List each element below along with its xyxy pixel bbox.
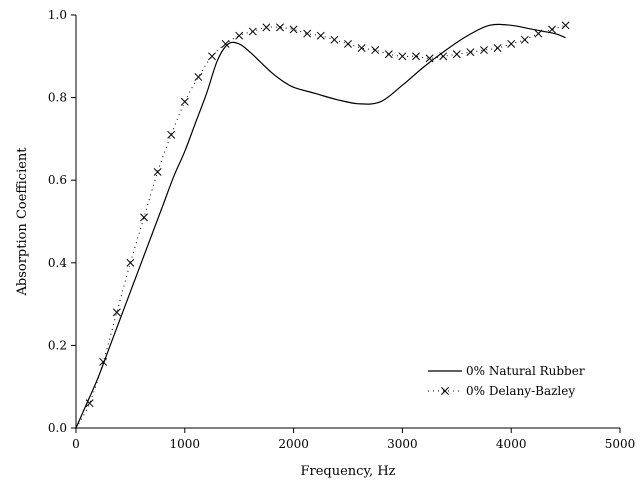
data-point-delany-bazley xyxy=(140,213,148,222)
data-point-delany-bazley xyxy=(412,52,420,61)
data-point-delany-bazley xyxy=(548,25,556,34)
data-point-delany-bazley xyxy=(561,21,570,30)
y-tick-label: 0.6 xyxy=(48,173,67,187)
x-tick-label: 3000 xyxy=(387,437,418,451)
y-tick-label: 0.0 xyxy=(48,421,67,435)
x-tick-label: 1000 xyxy=(170,437,201,451)
data-point-delany-bazley xyxy=(99,357,108,366)
data-point-delany-bazley xyxy=(466,48,475,57)
y-tick-label: 1.0 xyxy=(48,8,67,22)
data-point-delany-bazley xyxy=(221,39,230,48)
x-tick-label: 5000 xyxy=(605,437,636,451)
y-ticks: 0.0 0.2 0.4 0.6 0.8 1.0 xyxy=(48,8,76,435)
legend-marker-delany-bazley xyxy=(441,387,449,395)
data-point-delany-bazley xyxy=(425,54,434,63)
data-point-delany-bazley xyxy=(126,258,135,267)
y-axis-title: Absorption Coefficient xyxy=(15,147,30,297)
y-tick-label: 0.2 xyxy=(48,338,67,352)
data-point-delany-bazley xyxy=(384,50,393,59)
legend: 0% Natural Rubber 0% Delany-Bazley xyxy=(428,364,585,398)
data-point-delany-bazley xyxy=(194,72,203,81)
data-point-delany-bazley xyxy=(289,25,298,34)
data-point-delany-bazley xyxy=(480,46,488,55)
y-tick-label: 0.8 xyxy=(48,91,67,105)
data-point-delany-bazley xyxy=(398,52,407,61)
x-tick-label: 2000 xyxy=(278,437,309,451)
series-layer xyxy=(75,21,570,429)
data-point-delany-bazley xyxy=(534,29,543,38)
data-point-delany-bazley xyxy=(262,23,271,32)
data-point-delany-bazley xyxy=(520,35,529,44)
data-point-delany-bazley xyxy=(167,130,176,139)
x-ticks: 0 1000 2000 3000 4000 5000 xyxy=(72,428,635,451)
data-point-delany-bazley xyxy=(208,52,216,61)
data-point-delany-bazley xyxy=(439,52,448,61)
legend-label-natural-rubber: 0% Natural Rubber xyxy=(466,364,585,378)
data-point-delany-bazley xyxy=(316,31,325,40)
x-tick-label: 0 xyxy=(72,437,80,451)
data-point-delany-bazley xyxy=(180,97,189,106)
data-point-delany-bazley xyxy=(371,46,380,55)
data-point-delany-bazley xyxy=(235,31,244,40)
data-point-delany-bazley xyxy=(112,308,121,317)
data-point-delany-bazley xyxy=(344,39,352,48)
data-point-delany-bazley xyxy=(452,50,461,59)
plot-area: 0 1000 2000 3000 4000 5000 0.0 0.2 0.4 0.6 0.8 1.0 xyxy=(48,8,635,451)
data-point-delany-bazley xyxy=(248,27,257,36)
data-point-delany-bazley xyxy=(507,39,516,48)
data-point-delany-bazley xyxy=(153,167,162,176)
legend-label-delany-bazley: 0% Delany-Bazley xyxy=(466,384,575,398)
data-point-delany-bazley xyxy=(330,35,339,44)
data-point-delany-bazley xyxy=(85,399,94,408)
x-tick-label: 4000 xyxy=(496,437,527,451)
data-point-delany-bazley xyxy=(493,44,502,52)
series-line-natural-rubber xyxy=(75,23,566,429)
data-point-delany-bazley xyxy=(276,23,284,32)
data-point-delany-bazley xyxy=(357,44,366,52)
data-point-delany-bazley xyxy=(303,29,312,38)
x-axis-title: Frequency, Hz xyxy=(300,464,395,479)
y-tick-label: 0.4 xyxy=(48,256,67,270)
